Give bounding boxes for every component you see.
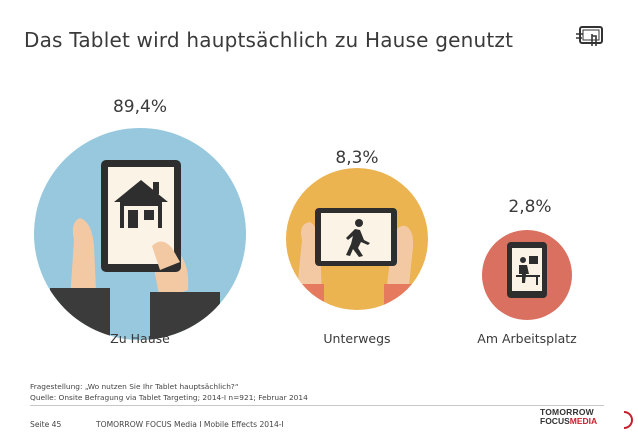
- page-number: Seite 45: [30, 420, 62, 429]
- page-title: Das Tablet wird hauptsächlich zu Hause g…: [24, 28, 514, 52]
- value-label-zu-hause: 89,4%: [113, 97, 167, 117]
- tomorrow-focus-media-logo: TOMORROW FOCUSMEDIA: [540, 407, 633, 429]
- value-label-unterwegs: 8,3%: [335, 148, 378, 168]
- desk-worker-icon: [516, 256, 540, 285]
- logo-line1: TOMORROW: [540, 407, 594, 417]
- category-label-unterwegs: Unterwegs: [323, 331, 390, 346]
- footer-caption: TOMORROW FOCUS Media I Mobile Effects 20…: [96, 420, 284, 429]
- house-icon: [114, 180, 168, 228]
- logo-focus: FOCUS: [540, 416, 570, 426]
- tablet-touch-icon: [576, 26, 603, 46]
- category-label-am-arbeitsplatz: Am Arbeitsplatz: [477, 331, 577, 346]
- logo-media: MEDIA: [569, 416, 598, 426]
- category-label-zu-hause: Zu Hause: [110, 331, 170, 346]
- survey-source: Quelle: Onsite Befragung via Tablet Targ…: [30, 393, 308, 402]
- footer-divider: [30, 405, 604, 406]
- survey-question: Fragestellung: „Wo nutzen Sie Ihr Tablet…: [30, 382, 239, 391]
- value-label-am-arbeitsplatz: 2,8%: [508, 197, 551, 217]
- thumb: [152, 241, 180, 270]
- walking-person-icon: [346, 219, 370, 257]
